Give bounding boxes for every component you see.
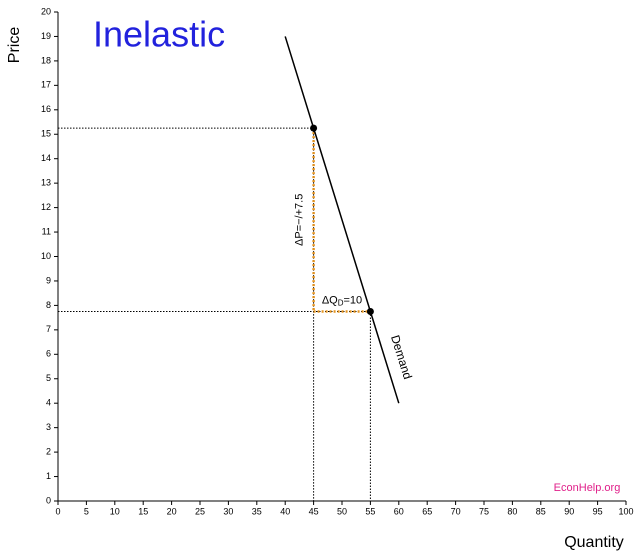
x-tick-label: 10 [110,506,120,516]
quantity-change-text: ΔQ [322,294,338,306]
x-tick-label: 35 [252,506,262,516]
y-tick-label: 17 [41,80,51,90]
y-tick-label: 18 [41,55,51,65]
x-tick-label: 65 [422,506,432,516]
x-tick-label: 100 [618,506,633,516]
y-tick-label: 11 [42,226,51,236]
y-tick-label: 16 [41,104,51,114]
y-tick-label: 13 [41,178,51,188]
x-tick-label: 25 [195,506,205,516]
x-tick-label: 20 [167,506,177,516]
y-tick-label: 0 [46,495,51,505]
x-tick-label: 45 [309,506,319,516]
chart-title: Inelastic [93,14,225,55]
x-tick-label: 70 [451,506,461,516]
x-tick-label: 50 [337,506,347,516]
y-tick-label: 10 [41,251,51,261]
quantity-change-suffix: =10 [344,294,363,306]
y-tick-label: 9 [46,275,51,285]
x-tick-label: 0 [55,506,60,516]
y-tick-label: 3 [46,422,51,432]
y-tick-label: 20 [41,6,51,16]
y-tick-label: 5 [46,373,51,383]
y-tick-label: 15 [41,129,51,139]
price-change-label: ΔP=−/+7.5 [294,194,306,246]
y-tick-label: 19 [41,31,51,41]
x-tick-label: 55 [365,506,375,516]
x-axis-label: Quantity [564,534,624,551]
quantity-change-subscript: D [338,299,344,308]
series-label: Demand [388,333,415,380]
point [310,124,318,132]
y-tick-label: 12 [41,202,51,212]
y-tick-label: 7 [46,324,51,334]
quantity-change-label: ΔQD=10 [322,294,362,307]
y-tick-label: 1 [46,471,51,481]
y-tick-label: 14 [41,153,51,163]
x-tick-label: 75 [479,506,489,516]
x-tick-label: 30 [223,506,233,516]
demand-line [284,36,400,404]
y-tick-label: 8 [46,300,51,310]
x-tick-label: 60 [394,506,404,516]
y-tick-label: 2 [46,446,51,456]
x-tick-label: 95 [593,506,603,516]
point [366,308,374,316]
y-tick-label: 6 [46,349,51,359]
x-tick-label: 15 [138,506,148,516]
y-axis-label: Price [6,27,23,64]
y-tick-label: 4 [46,398,51,408]
source-label: EconHelp.org [554,482,621,494]
x-tick-label: 85 [536,506,546,516]
x-tick-label: 40 [280,506,290,516]
x-tick-label: 80 [507,506,517,516]
x-tick-label: 5 [84,506,89,516]
x-tick-label: 90 [564,506,574,516]
